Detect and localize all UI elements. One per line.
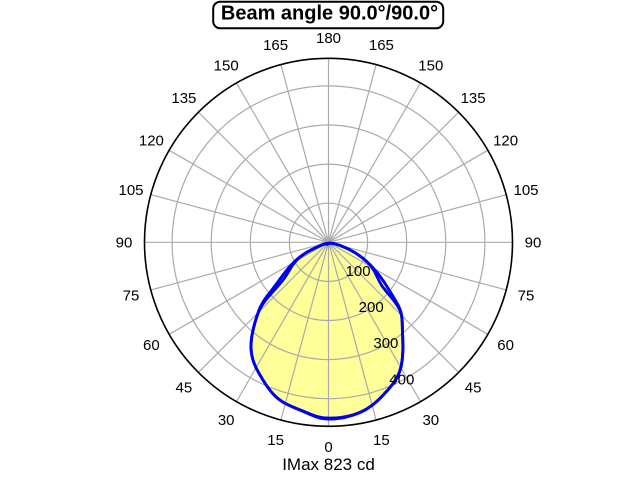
svg-text:45: 45 [465, 379, 482, 396]
svg-text:150: 150 [214, 58, 239, 75]
svg-text:90: 90 [116, 235, 133, 252]
svg-text:60: 60 [143, 337, 160, 354]
svg-text:90: 90 [525, 235, 542, 252]
svg-text:100: 100 [346, 263, 371, 280]
svg-text:60: 60 [497, 337, 514, 354]
svg-text:135: 135 [461, 90, 486, 107]
svg-text:150: 150 [418, 58, 443, 75]
svg-text:120: 120 [493, 132, 518, 149]
svg-text:30: 30 [422, 412, 439, 429]
svg-text:15: 15 [267, 432, 284, 449]
svg-text:30: 30 [218, 412, 235, 429]
svg-text:400: 400 [389, 371, 414, 388]
svg-text:120: 120 [139, 132, 164, 149]
svg-text:45: 45 [176, 379, 193, 396]
svg-text:Beam angle 90.0°/90.0°: Beam angle 90.0°/90.0° [221, 3, 438, 25]
svg-text:75: 75 [518, 288, 535, 305]
svg-text:105: 105 [118, 182, 143, 199]
svg-text:IMax 823 cd: IMax 823 cd [282, 455, 375, 474]
svg-text:180: 180 [316, 30, 341, 47]
svg-text:105: 105 [513, 182, 538, 199]
svg-text:0: 0 [324, 439, 332, 456]
svg-text:135: 135 [171, 90, 196, 107]
svg-text:15: 15 [373, 432, 390, 449]
svg-text:165: 165 [369, 37, 394, 54]
svg-text:75: 75 [123, 288, 140, 305]
svg-text:300: 300 [373, 335, 398, 352]
svg-text:200: 200 [359, 299, 384, 316]
svg-text:165: 165 [263, 37, 288, 54]
